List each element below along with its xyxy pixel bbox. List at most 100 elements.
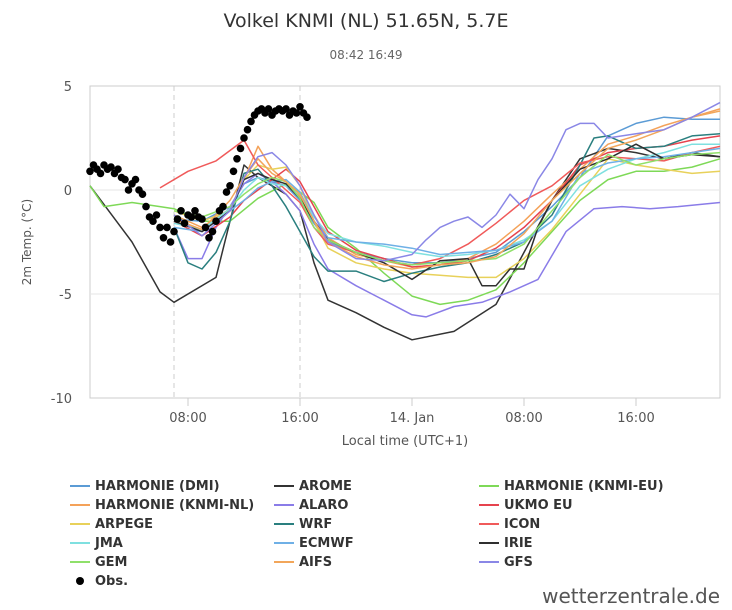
legend-label: HARMONIE (KNMI-NL) [95, 497, 255, 513]
obs-point [166, 238, 175, 246]
obs-point [219, 202, 227, 211]
legend-marker-dot [70, 577, 90, 585]
legend-item[interactable]: AROME [274, 477, 479, 495]
y-tick-label: 5 [64, 80, 72, 95]
legend-swatch [479, 561, 499, 563]
plot-area [89, 85, 721, 399]
legend-swatch [479, 523, 499, 525]
legend-item[interactable]: HARMONIE (DMI) [70, 477, 274, 495]
legend-item[interactable]: HARMONIE (KNMI-NL) [70, 496, 274, 514]
obs-point [233, 155, 241, 163]
x-tick-label: 16:00 [281, 411, 318, 426]
obs-point [208, 227, 217, 236]
obs-point [86, 167, 94, 176]
legend-label: ECMWF [299, 535, 354, 551]
observation-points [86, 103, 311, 246]
legend-item[interactable]: ALARO [274, 496, 479, 514]
legend-label: ALARO [299, 497, 349, 513]
legend-item[interactable]: UKMO EU [479, 496, 719, 514]
obs-point [226, 182, 234, 190]
legend-item[interactable]: JMA [70, 534, 274, 552]
obs-point [205, 234, 213, 242]
legend-item[interactable]: WRF [274, 515, 479, 533]
obs-point [292, 109, 301, 117]
obs-point [131, 175, 140, 184]
obs-point [159, 234, 168, 242]
legend-label: JMA [95, 535, 123, 551]
legend-label: WRF [299, 516, 333, 532]
legend-item[interactable]: HARMONIE (KNMI-EU) [479, 477, 719, 495]
legend-label: UKMO EU [504, 497, 573, 513]
legend-label: Obs. [95, 573, 129, 589]
legend-swatch [274, 485, 294, 487]
y-tick-label: 0 [64, 184, 72, 199]
series-line-alaro [173, 172, 721, 318]
legend-label: ARPEGE [95, 516, 154, 532]
series-line-harmonie-knmi-eu [89, 158, 721, 306]
obs-point [229, 167, 238, 176]
legend-dot [76, 577, 84, 585]
obs-point [303, 113, 311, 121]
legend-swatch [70, 485, 90, 487]
series-line-harmonie-dmi [173, 116, 720, 264]
legend-swatch [479, 485, 499, 487]
legend-label: GFS [504, 554, 533, 570]
legend-item[interactable]: ICON [479, 515, 719, 533]
legend-item[interactable]: GFS [479, 553, 719, 571]
legend-label: AIFS [299, 554, 333, 570]
legend-label: GEM [95, 554, 128, 570]
obs-point [187, 213, 196, 221]
legend-item[interactable]: Obs. [70, 572, 274, 590]
legend-item[interactable]: IRIE [479, 534, 719, 552]
legend-swatch [70, 504, 90, 506]
x-axis-label: Local time (UTC+1) [342, 434, 468, 449]
series-line-wrf [173, 133, 721, 283]
series-line-aifs [173, 110, 721, 270]
legend-swatch [479, 504, 499, 506]
y-tick-label: -10 [51, 392, 72, 407]
obs-point [149, 217, 157, 225]
obs-point [163, 223, 171, 232]
series-line-jma [173, 143, 720, 258]
grid [90, 86, 720, 398]
legend-swatch [274, 504, 294, 506]
x-tick-label: 14. Jan [390, 411, 435, 426]
legend-swatch [274, 561, 294, 563]
obs-point [212, 217, 220, 225]
chart-subtitle: 08:42 16:49 [330, 48, 403, 62]
y-axis-label: 2m Temp. (°C) [20, 199, 34, 286]
legend-item[interactable]: GEM [70, 553, 274, 571]
legend: HARMONIE (DMI) AROME HARMONIE (KNMI-EU) HAR… [70, 477, 730, 590]
legend-swatch [70, 561, 90, 563]
x-tick-label: 08:00 [169, 411, 206, 426]
obs-point [296, 103, 304, 111]
chart-title: Volkel KNMI (NL) 51.65N, 5.7E [223, 10, 508, 32]
obs-point [191, 207, 199, 215]
series-line-ukmo-eu [173, 135, 721, 268]
legend-label: HARMONIE (KNMI-EU) [504, 478, 664, 494]
obs-point [138, 190, 147, 198]
obs-point [180, 219, 189, 228]
obs-point [114, 165, 122, 173]
legend-item[interactable]: AIFS [274, 553, 479, 571]
obs-point [142, 202, 150, 211]
obs-point [124, 186, 133, 194]
legend-swatch [479, 542, 499, 544]
obs-point [121, 175, 129, 184]
obs-point [201, 223, 210, 232]
x-tick-label: 08:00 [505, 411, 542, 426]
legend-label: HARMONIE (DMI) [95, 478, 220, 494]
legend-label: AROME [299, 478, 352, 494]
obs-point [173, 215, 182, 223]
legend-item[interactable]: ARPEGE [70, 515, 274, 533]
obs-point [96, 169, 105, 178]
legend-swatch [274, 523, 294, 525]
obs-point [243, 125, 252, 134]
series-line-ecmwf [173, 147, 721, 256]
obs-point [107, 163, 115, 171]
legend-label: IRIE [504, 535, 533, 551]
legend-item[interactable]: ECMWF [274, 534, 479, 552]
axes: 5 0 -5 -10 08:00 16:00 14. Jan 08:00 16:00 [51, 80, 655, 426]
obs-point [177, 207, 185, 215]
watermark: wetterzentrale.de [542, 584, 720, 608]
